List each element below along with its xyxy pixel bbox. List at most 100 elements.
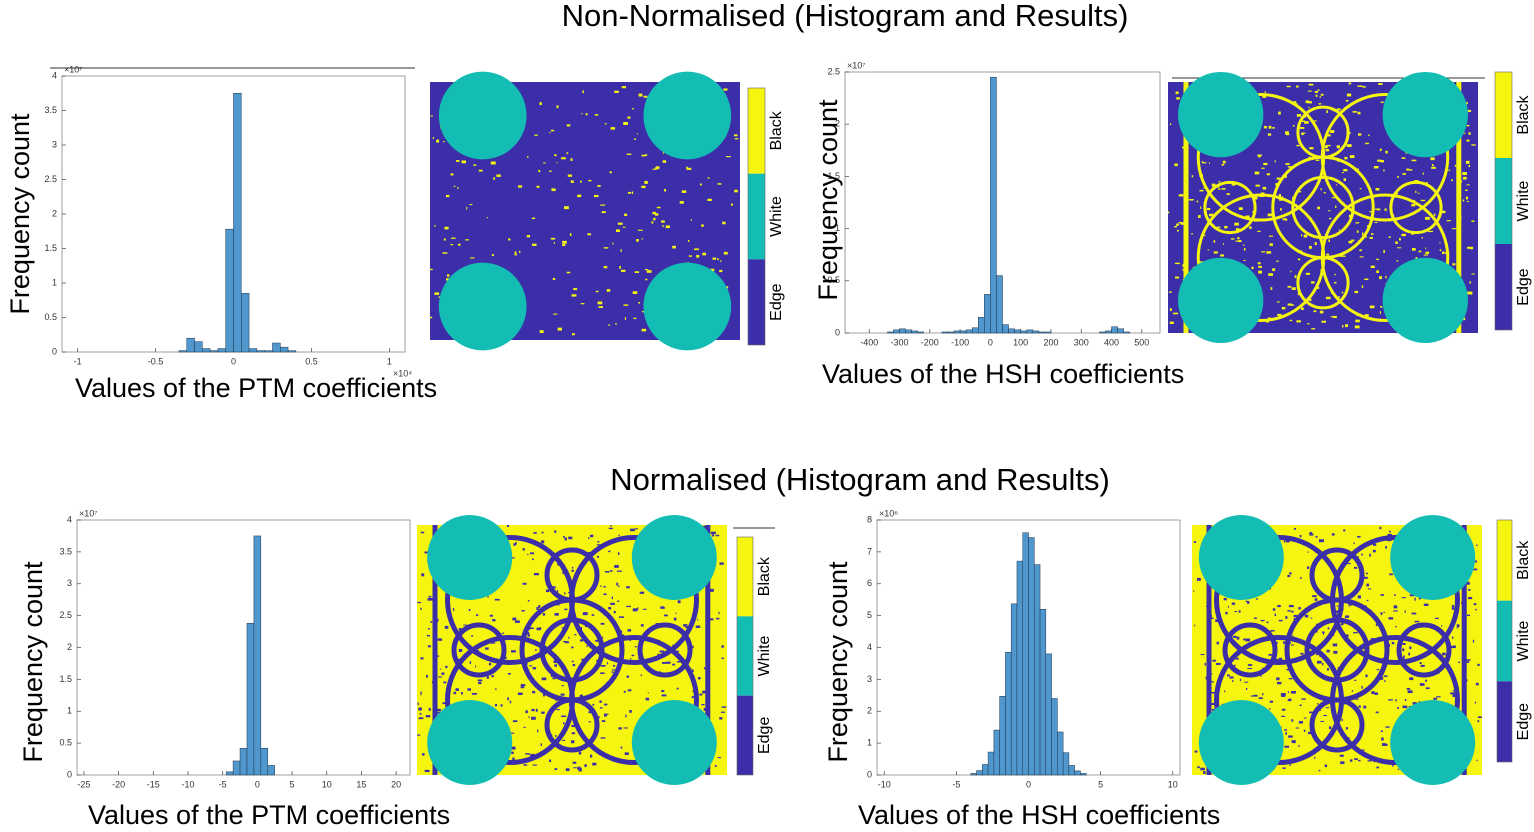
bar xyxy=(917,331,925,334)
image-speck xyxy=(615,229,620,232)
image-speck xyxy=(1466,184,1470,186)
y-tick-label: 1 xyxy=(67,706,72,716)
x-tick-label: 200 xyxy=(1043,337,1058,347)
image-speck xyxy=(604,703,608,706)
image-speck xyxy=(1258,155,1261,158)
image-speck xyxy=(1369,236,1373,239)
image-speck xyxy=(1213,240,1216,243)
image-speck xyxy=(1282,218,1287,221)
image-speck xyxy=(659,671,661,673)
image-speck xyxy=(1274,613,1277,616)
image-speck xyxy=(1374,208,1378,210)
bar xyxy=(911,330,918,334)
image-speck xyxy=(1357,595,1361,599)
image-speck xyxy=(1210,692,1215,694)
image-speck xyxy=(1296,103,1298,105)
image-speck xyxy=(1477,720,1480,723)
image-speck xyxy=(502,632,505,634)
image-speck xyxy=(533,572,539,576)
image-speck xyxy=(1314,598,1318,601)
image-speck xyxy=(1329,217,1332,220)
bar xyxy=(1008,328,1015,334)
image-stripe xyxy=(1206,525,1212,775)
image-speck xyxy=(1474,701,1477,704)
image-speck xyxy=(1304,614,1309,618)
bar xyxy=(253,535,262,776)
image-speck xyxy=(1374,221,1378,224)
image-speck xyxy=(629,710,632,713)
image-speck xyxy=(571,566,574,569)
image-speck xyxy=(665,225,670,229)
image-speck xyxy=(1452,690,1456,692)
image-speck xyxy=(561,715,567,718)
image-speck xyxy=(1471,220,1475,222)
bar xyxy=(976,770,983,776)
image-speck xyxy=(1381,737,1384,741)
image-speck xyxy=(1200,654,1205,656)
image-speck xyxy=(1472,639,1475,643)
x-tick-label: -200 xyxy=(921,337,939,347)
image-speck xyxy=(444,226,449,230)
image-speck xyxy=(673,617,677,621)
image-speck xyxy=(717,258,719,261)
image-speck xyxy=(627,689,632,692)
image-stripe xyxy=(705,525,711,775)
image-speck xyxy=(664,188,667,192)
image-speck xyxy=(1235,240,1239,242)
image-speck xyxy=(1347,562,1351,565)
image-speck xyxy=(434,292,440,295)
bar xyxy=(1038,331,1046,334)
image-speck xyxy=(418,717,424,720)
image-speck xyxy=(1288,698,1292,702)
image-speck xyxy=(417,734,421,736)
image-swirl xyxy=(1389,180,1443,235)
image-speck xyxy=(1212,659,1217,662)
image-speck xyxy=(554,154,557,157)
image-speck xyxy=(618,585,620,587)
image-speck xyxy=(630,658,632,660)
bar xyxy=(959,330,967,334)
y-axis-label: Frequency count xyxy=(823,561,853,763)
image-speck xyxy=(1466,661,1470,663)
image-speck xyxy=(1452,263,1456,266)
image-speck xyxy=(1414,620,1420,623)
image-speck xyxy=(1451,604,1454,608)
image-speck xyxy=(543,693,546,697)
bar xyxy=(947,331,955,334)
x-tick-label: -5 xyxy=(219,779,227,789)
image-swirl xyxy=(1222,622,1278,678)
image-speck xyxy=(692,669,694,673)
image-speck xyxy=(432,137,434,139)
image-speck xyxy=(525,710,528,714)
image-speck xyxy=(1270,630,1275,632)
image-speck xyxy=(514,620,520,623)
image-speck xyxy=(1476,544,1478,547)
image-speck xyxy=(1465,189,1468,192)
image-speck xyxy=(1278,619,1283,622)
image-speck xyxy=(1375,623,1378,627)
image-speck xyxy=(1420,664,1425,667)
image-speck xyxy=(1309,245,1312,249)
image-speck xyxy=(1300,576,1302,579)
image-speck xyxy=(1266,251,1272,254)
image-speck xyxy=(1355,222,1360,224)
image-speck xyxy=(562,536,565,538)
image-speck xyxy=(1356,230,1359,233)
image-speck xyxy=(478,169,483,172)
image-speck xyxy=(1319,95,1321,98)
image-speck xyxy=(643,95,648,98)
bar xyxy=(217,348,226,353)
image-speck xyxy=(1414,597,1416,601)
y-tick-label: 0.5 xyxy=(44,312,57,322)
image-speck xyxy=(1221,188,1226,190)
image-speck xyxy=(1285,539,1290,543)
image-speck xyxy=(552,277,556,281)
image-speck xyxy=(572,761,577,764)
image-speck xyxy=(637,607,639,611)
image-speck xyxy=(1299,704,1302,706)
image-speck xyxy=(541,531,544,534)
image-speck xyxy=(721,657,724,660)
image-speck xyxy=(1388,617,1394,620)
image-speck xyxy=(697,677,701,680)
image-speck xyxy=(1290,644,1294,646)
